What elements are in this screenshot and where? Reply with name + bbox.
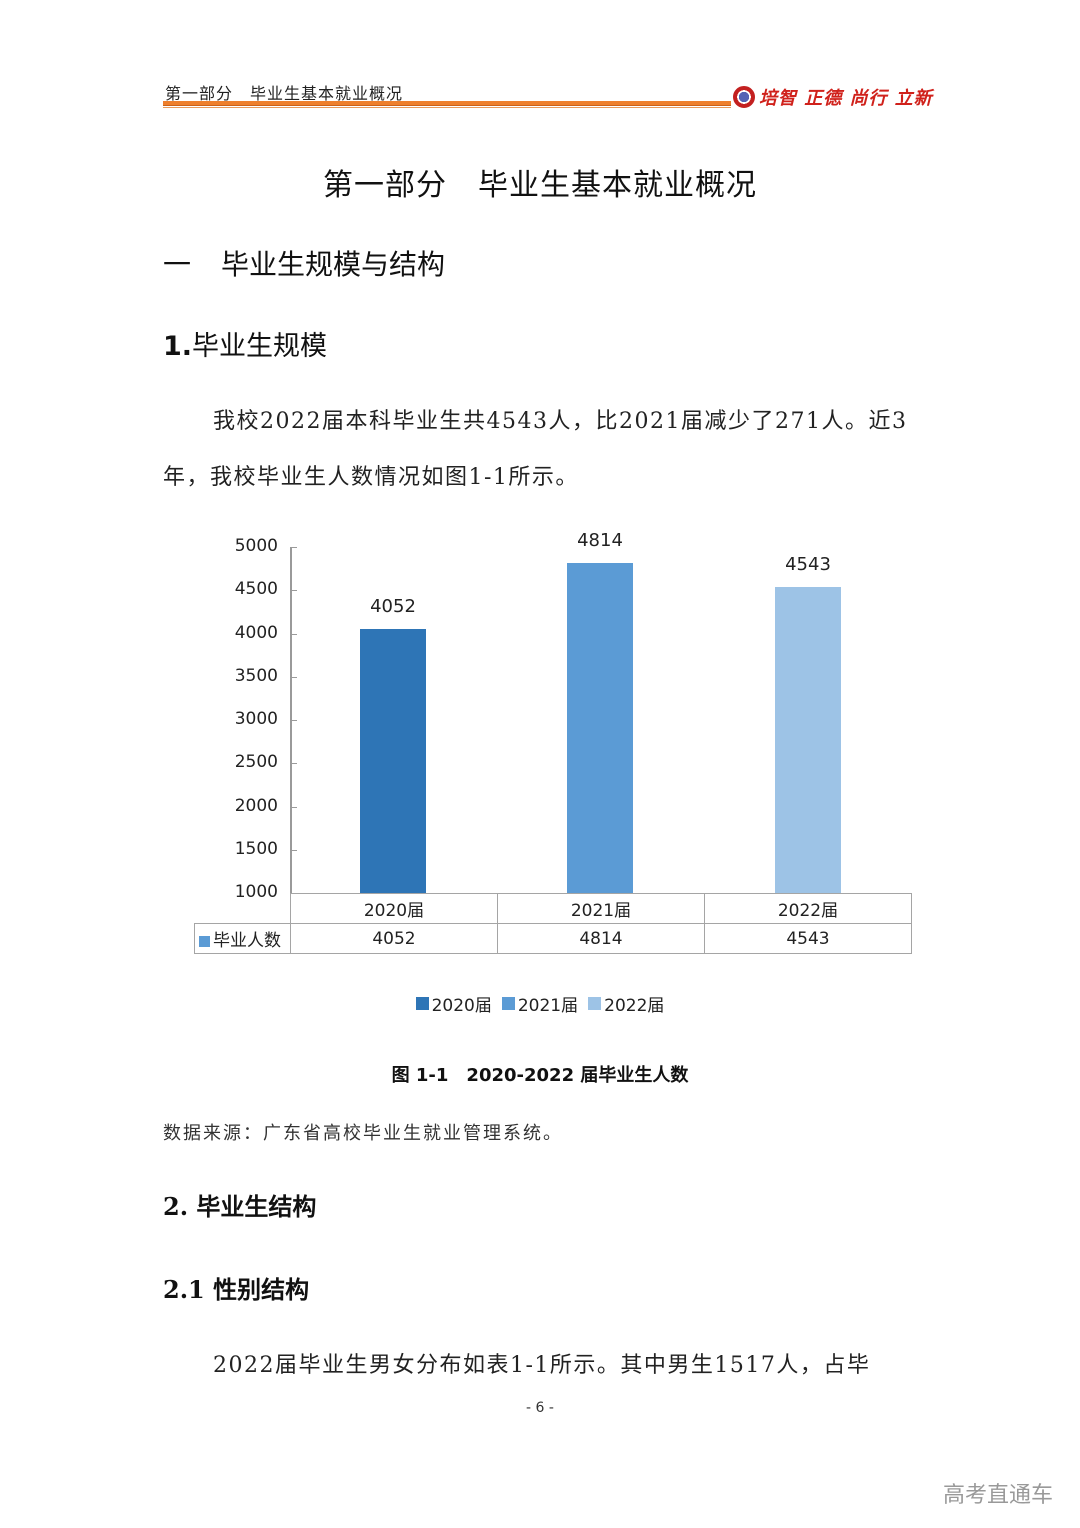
data-label-2020: 4052 [370, 596, 416, 617]
legend-item-2020: 2020届 [415, 991, 492, 1016]
data-table-cell: 4543 [704, 923, 912, 954]
legend-swatch-icon [588, 997, 602, 1010]
legend-item-2022: 2022届 [588, 991, 664, 1016]
school-emblem-icon [733, 86, 755, 108]
data-source-note: 数据来源：广东省高校毕业生就业管理系统。 [163, 1123, 563, 1144]
subsection-heading-2: 2. 毕业生结构 [163, 1192, 317, 1221]
section-heading-1: 一毕业生规模与结构 [163, 243, 445, 283]
data-table-row: 毕业人数 4052 4814 4543 [194, 923, 912, 954]
data-table-cell: 4814 [497, 923, 705, 954]
y-tick [290, 634, 297, 635]
page-number: - 6 - [526, 1400, 554, 1416]
y-tick [290, 807, 297, 808]
data-label-2022: 4543 [785, 553, 831, 575]
section-title: 毕业生规模与结构 [221, 248, 446, 281]
school-motto: 培智 正德 尚行 立新 [759, 88, 933, 109]
chart-legend: 2020届 2021届 2022届 [0, 991, 1080, 1016]
y-axis [290, 547, 292, 893]
category-label-2020: 2020届 [290, 893, 498, 924]
chart-data-table: 2020届 2021届 2022届 毕业人数 4052 4814 4543 [194, 893, 912, 954]
subsection-number: 1. [163, 331, 193, 362]
bar-2020 [360, 629, 426, 893]
header-section-title: 第一部分 毕业生基本就业概况 [165, 84, 404, 103]
bar-2021 [567, 563, 633, 893]
y-tick-label: 5000 [234, 536, 278, 556]
y-tick-label: 4000 [234, 623, 278, 643]
series-name: 毕业人数 [213, 931, 281, 951]
section-number: 一 [163, 248, 192, 281]
legend-key-icon [199, 936, 210, 947]
school-logo: 培智 正德 尚行 立新 [733, 84, 933, 110]
subsection-heading-1: 1.毕业生规模 [163, 324, 327, 363]
y-tick-label: 4500 [234, 579, 278, 599]
y-tick [290, 547, 297, 548]
y-tick-label: 1000 [234, 882, 278, 902]
legend-label: 2020届 [431, 996, 492, 1016]
data-table-series-label: 毕业人数 [194, 923, 291, 954]
y-tick [290, 763, 297, 764]
watermark-text: 高考直通车 [943, 1483, 1054, 1508]
figure-caption: 图 1-1 2020-2022 届毕业生人数 [391, 1065, 689, 1086]
legend-swatch-icon [415, 997, 429, 1010]
y-tick [290, 677, 297, 678]
bar-2022 [775, 586, 841, 893]
category-label-2022: 2022届 [704, 893, 912, 924]
header-rule [163, 101, 731, 106]
header-rule-thin [163, 107, 731, 108]
data-table-header-row: 2020届 2021届 2022届 [194, 893, 912, 924]
data-label-2021: 4814 [577, 530, 623, 552]
legend-item-2021: 2021届 [501, 991, 579, 1016]
category-label-2021: 2021届 [497, 893, 705, 924]
y-tick [290, 590, 297, 591]
legend-swatch-icon [501, 997, 515, 1010]
y-tick-label: 3000 [234, 709, 278, 729]
data-table-corner [194, 893, 291, 924]
y-tick-label: 2500 [234, 752, 278, 772]
paragraph-graduate-scale: 我校2022届本科毕业生共4543人，比2021届减少了271人。近3年，我校毕… [163, 409, 908, 490]
subsection-heading-2-1: 2.1 性别结构 [163, 1275, 310, 1304]
bar-chart-graduates: 5000 4500 4000 3500 3000 2500 2000 1500 … [0, 530, 1080, 1016]
running-header: 第一部分 毕业生基本就业概况 培智 正德 尚行 立新 [163, 78, 932, 110]
data-table-cell: 4052 [290, 923, 498, 954]
paragraph-gender-structure: 2022届毕业生男女分布如表1-1所示。其中男生1517人，占毕 [213, 1353, 871, 1378]
legend-label: 2021届 [517, 996, 579, 1016]
y-tick-label: 3500 [234, 666, 278, 686]
y-tick [290, 720, 297, 721]
y-tick-label: 1500 [234, 839, 278, 859]
legend-label: 2022届 [604, 996, 665, 1016]
watermark: 高考直通车 [943, 1477, 1053, 1509]
y-tick-label: 2000 [234, 796, 278, 816]
y-tick [290, 850, 297, 851]
subsection-title: 毕业生规模 [192, 331, 328, 362]
page-title: 第一部分 毕业生基本就业概况 [323, 168, 757, 203]
